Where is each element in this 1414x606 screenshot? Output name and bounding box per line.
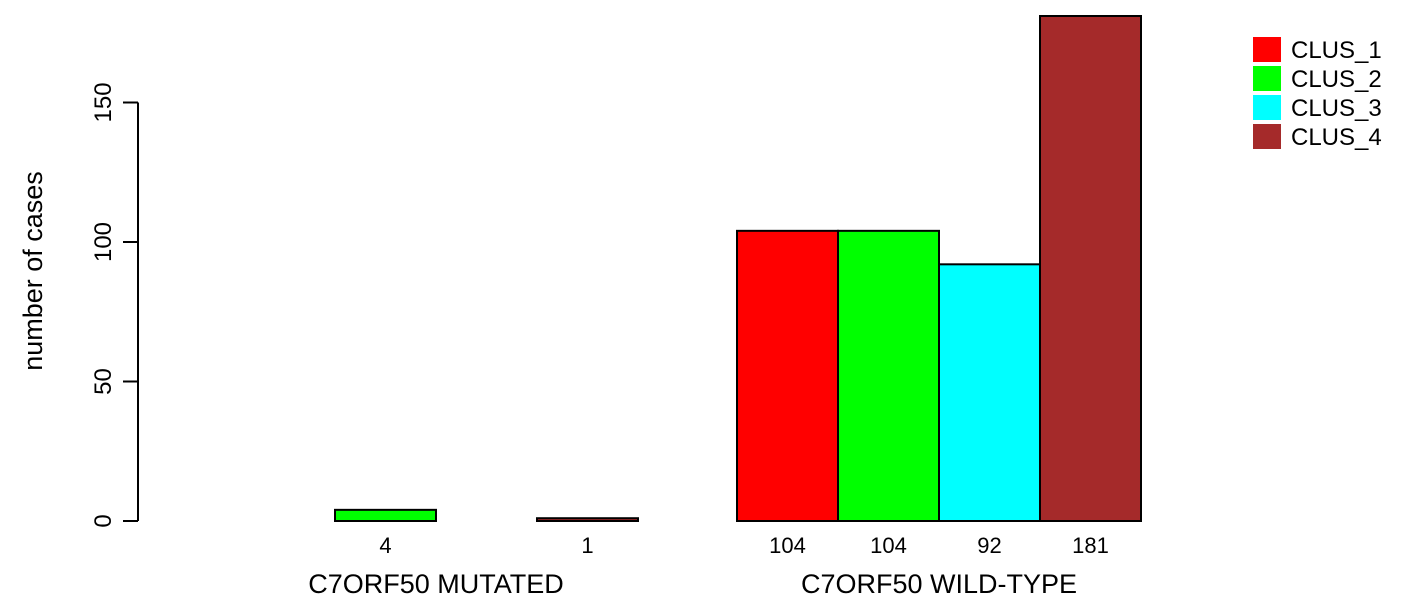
bar	[837, 229, 940, 522]
bar	[736, 229, 839, 522]
bar-value-label: 1	[581, 533, 593, 558]
legend-swatch	[1253, 37, 1281, 62]
bar	[938, 263, 1041, 522]
x-axis-labels: 4 1 C7ORF50 MUTATED 104 104 92 181 C7ORF50 WILD…	[308, 533, 1109, 599]
bars-layer	[334, 15, 1142, 523]
bar	[1039, 15, 1142, 522]
bar	[536, 517, 639, 523]
y-tick-label: 150	[90, 82, 117, 122]
group-label: C7ORF50 WILD-TYPE	[801, 569, 1077, 599]
legend-label: CLUS_1	[1291, 37, 1382, 64]
bar	[334, 508, 437, 523]
bar-value-label: 104	[769, 533, 806, 558]
legend-swatch	[1253, 95, 1281, 120]
bar-value-label: 181	[1072, 533, 1109, 558]
legend-swatch	[1253, 124, 1281, 149]
legend-label: CLUS_4	[1291, 124, 1382, 151]
legend-label: CLUS_3	[1291, 95, 1382, 122]
bar-value-label: 4	[379, 533, 391, 558]
legend-label: CLUS_2	[1291, 66, 1382, 93]
y-axis: 0 50 100 150	[90, 82, 139, 528]
y-tick-label: 0	[90, 514, 117, 527]
group-label: C7ORF50 MUTATED	[308, 569, 564, 599]
bar-value-label: 92	[977, 533, 1001, 558]
bar-value-label: 104	[870, 533, 907, 558]
legend-swatch	[1253, 66, 1281, 91]
y-tick-label: 50	[90, 368, 117, 395]
y-tick-label: 100	[90, 222, 117, 262]
y-axis-label: number of cases	[18, 171, 48, 371]
